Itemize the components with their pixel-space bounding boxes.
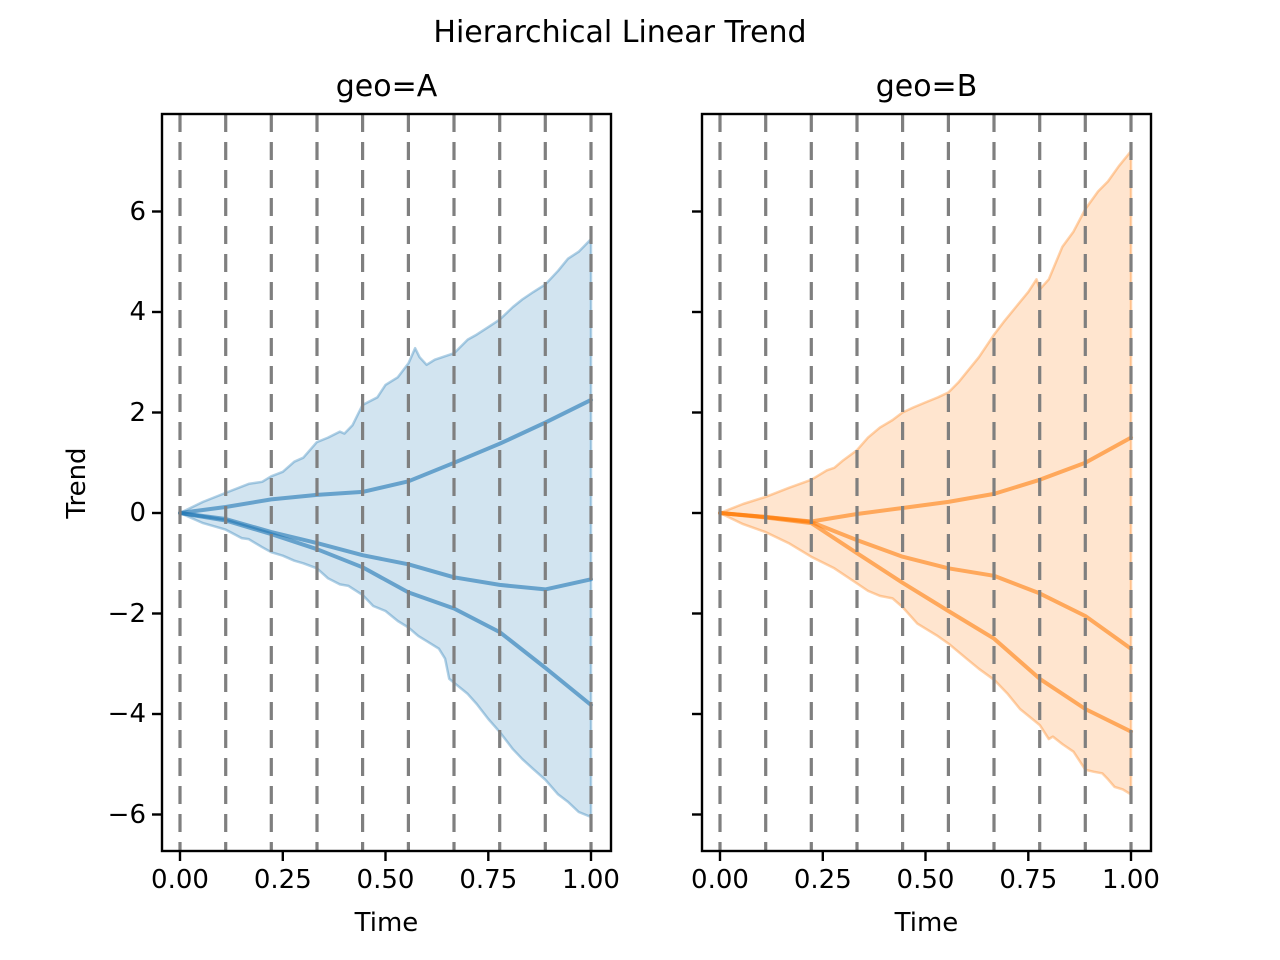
- y-tick-label: 2: [129, 397, 146, 428]
- y-tick-label: 0: [129, 498, 146, 528]
- x-axis-label-geo-b: Time: [894, 908, 959, 938]
- trend-draw-upper: [178, 397, 593, 515]
- x-axis-label-geo-a: Time: [354, 908, 419, 938]
- x-tick-label: 1.00: [1102, 865, 1160, 895]
- x-tick-label: 0.50: [356, 865, 415, 895]
- x-tick-label: 0.75: [459, 865, 518, 895]
- y-tick-label: 4: [129, 297, 146, 327]
- subplot-title-geo-b: geo=B: [875, 69, 978, 104]
- y-tick-label: 6: [129, 196, 146, 227]
- x-tick-label: 0.75: [999, 865, 1058, 895]
- y-tick-label: −6: [107, 799, 146, 830]
- subplot-geo-a: geo=A Time 0.00 0.25 0.50 0.75 1.00: [151, 70, 620, 960]
- x-tick-label: 0.50: [896, 865, 955, 895]
- uncertainty-band: [178, 237, 593, 819]
- x-tick-label: 1.00: [562, 865, 620, 895]
- figure-title: Hierarchical Linear Trend: [433, 15, 807, 50]
- plot-area-geo-b: [692, 112, 1153, 861]
- x-tick-label: 0.00: [151, 865, 209, 895]
- trend-draw-lower: [178, 511, 593, 707]
- y-tick-label: −2: [107, 598, 146, 629]
- x-tick-label: 0.25: [253, 865, 312, 895]
- plot-area-geo-a: [152, 112, 613, 861]
- subplot-title-geo-a: geo=A: [335, 69, 438, 104]
- x-tick-label: 0.00: [691, 865, 749, 895]
- uncertainty-band: [718, 149, 1133, 796]
- subplot-geo-b: geo=B Time 0.00 0.25 0.50 0.75 1.00: [691, 70, 1160, 960]
- trend-draw-lower: [718, 511, 1133, 734]
- x-tick-label: 0.25: [793, 865, 852, 895]
- y-tick-label: −4: [107, 699, 146, 729]
